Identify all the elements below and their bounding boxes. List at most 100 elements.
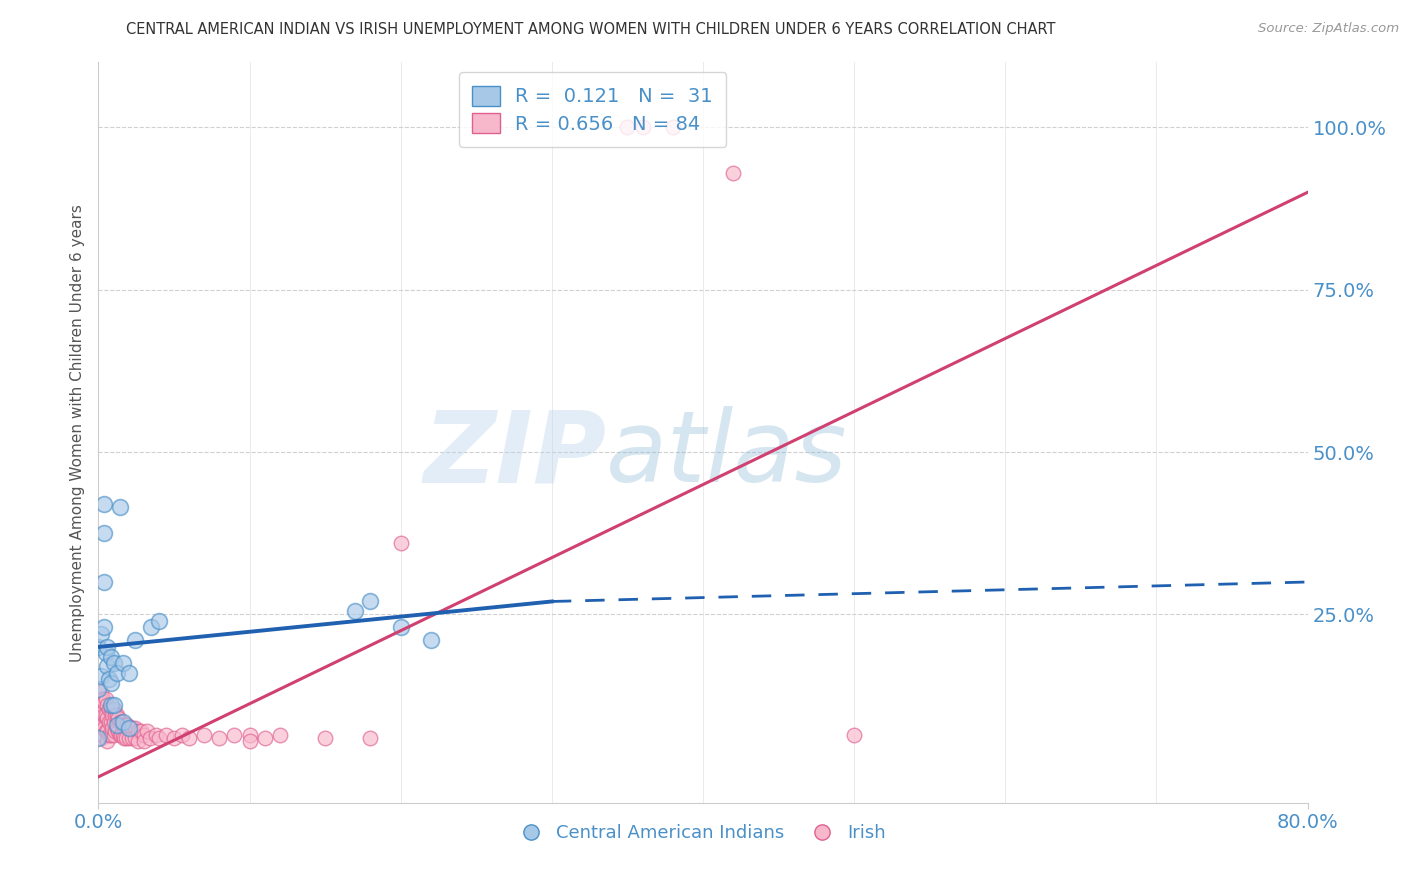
Point bbox=[239, 728, 262, 742]
Point bbox=[224, 728, 246, 742]
Point bbox=[631, 120, 654, 135]
Point bbox=[239, 734, 262, 748]
Point bbox=[115, 718, 138, 732]
Point bbox=[90, 705, 112, 719]
Point bbox=[103, 701, 125, 715]
Point bbox=[96, 734, 118, 748]
Point bbox=[148, 614, 170, 628]
Point bbox=[90, 685, 112, 699]
Point bbox=[100, 714, 122, 729]
Point bbox=[90, 627, 112, 641]
Point bbox=[100, 698, 122, 713]
Point bbox=[93, 526, 115, 541]
Point bbox=[141, 620, 163, 634]
Point bbox=[103, 656, 125, 670]
Point bbox=[121, 731, 143, 745]
Point bbox=[105, 721, 128, 735]
Point bbox=[118, 721, 141, 735]
Point bbox=[110, 714, 132, 729]
Point bbox=[114, 731, 136, 745]
Point bbox=[96, 724, 118, 739]
Point bbox=[110, 728, 132, 742]
Point bbox=[89, 692, 111, 706]
Point bbox=[253, 731, 276, 745]
Point bbox=[101, 721, 124, 735]
Point bbox=[96, 711, 118, 725]
Point bbox=[91, 705, 114, 719]
Point bbox=[94, 692, 117, 706]
Y-axis label: Unemployment Among Women with Children Under 6 years: Unemployment Among Women with Children U… bbox=[69, 203, 84, 662]
Point bbox=[118, 731, 141, 745]
Point bbox=[139, 731, 162, 745]
Point bbox=[148, 731, 170, 745]
Point bbox=[193, 728, 215, 742]
Point bbox=[90, 669, 112, 683]
Point bbox=[98, 701, 121, 715]
Legend: Central American Indians, Irish: Central American Indians, Irish bbox=[513, 817, 893, 849]
Point bbox=[132, 734, 155, 748]
Point bbox=[145, 728, 167, 742]
Point bbox=[100, 728, 122, 742]
Point bbox=[108, 714, 131, 729]
Point bbox=[94, 724, 117, 739]
Point bbox=[360, 731, 382, 745]
Point bbox=[93, 695, 115, 709]
Point bbox=[103, 728, 125, 742]
Text: Source: ZipAtlas.com: Source: ZipAtlas.com bbox=[1258, 22, 1399, 36]
Point bbox=[661, 120, 683, 135]
Point bbox=[93, 497, 115, 511]
Point bbox=[87, 731, 110, 745]
Point bbox=[111, 714, 134, 729]
Point bbox=[101, 708, 124, 723]
Point bbox=[389, 536, 412, 550]
Point bbox=[87, 705, 110, 719]
Point bbox=[96, 659, 118, 673]
Point bbox=[100, 701, 122, 715]
Point bbox=[179, 731, 201, 745]
Point bbox=[91, 718, 114, 732]
Point bbox=[132, 728, 155, 742]
Point bbox=[94, 708, 117, 723]
Point bbox=[87, 640, 110, 654]
Point bbox=[314, 731, 336, 745]
Point bbox=[155, 728, 177, 742]
Point bbox=[112, 718, 135, 732]
Point bbox=[170, 728, 193, 742]
Point bbox=[105, 665, 128, 680]
Point bbox=[114, 718, 136, 732]
Point bbox=[93, 574, 115, 589]
Point bbox=[111, 656, 134, 670]
Point bbox=[100, 675, 122, 690]
Point bbox=[111, 728, 134, 742]
Point bbox=[90, 721, 112, 735]
Point bbox=[96, 640, 118, 654]
Point bbox=[98, 728, 121, 742]
Point bbox=[104, 708, 127, 723]
Point bbox=[98, 673, 121, 687]
Point bbox=[360, 594, 382, 608]
Point bbox=[269, 728, 291, 742]
Point bbox=[723, 166, 745, 180]
Point bbox=[91, 728, 114, 742]
Point bbox=[91, 692, 114, 706]
Point bbox=[127, 724, 149, 739]
Point bbox=[420, 633, 443, 648]
Point bbox=[208, 731, 231, 745]
Point bbox=[121, 721, 143, 735]
Point bbox=[127, 734, 149, 748]
Point bbox=[104, 724, 127, 739]
Point bbox=[844, 728, 866, 742]
Point bbox=[87, 682, 110, 697]
Point bbox=[90, 731, 112, 745]
Point bbox=[124, 721, 146, 735]
Point bbox=[108, 728, 131, 742]
Point bbox=[111, 718, 134, 732]
Text: atlas: atlas bbox=[606, 407, 848, 503]
Point bbox=[107, 711, 129, 725]
Point bbox=[87, 682, 110, 697]
Point bbox=[389, 620, 412, 634]
Point bbox=[616, 120, 638, 135]
Point bbox=[98, 714, 121, 729]
Text: CENTRAL AMERICAN INDIAN VS IRISH UNEMPLOYMENT AMONG WOMEN WITH CHILDREN UNDER 6 : CENTRAL AMERICAN INDIAN VS IRISH UNEMPLO… bbox=[125, 22, 1056, 37]
Point bbox=[108, 500, 131, 515]
